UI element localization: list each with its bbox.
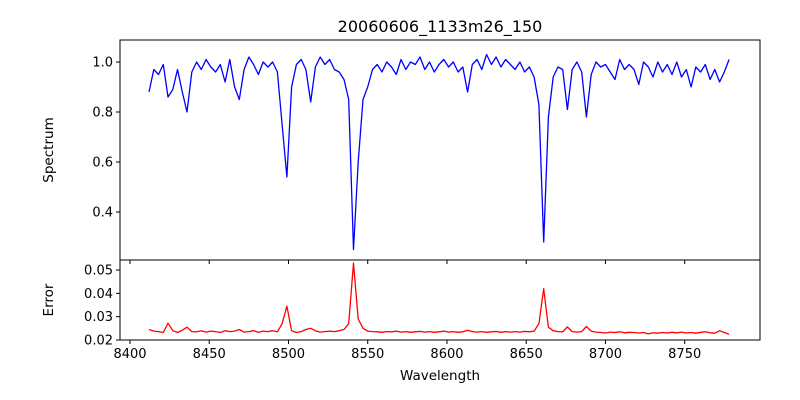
spectrum-y-tick-label: 0.8 [92, 106, 113, 121]
x-axis-label: Wavelength [400, 368, 480, 384]
x-tick-label: 8450 [193, 347, 226, 362]
error-y-tick-label: 0.03 [84, 310, 113, 325]
spectrum-panel: 0.4 0.6 0.8 1.0 [92, 39, 761, 264]
y-axis-label-error: Error [41, 283, 57, 316]
error-panel: 0.02 0.03 0.04 0.05 8400 8450 8500 8550 8600 8650… [84, 259, 761, 362]
error-y-tick-label: 0.02 [84, 334, 113, 349]
x-tick-label: 8650 [510, 347, 543, 362]
error-y-tick-label: 0.05 [84, 264, 113, 279]
spectrum-axes-frame [119, 39, 761, 261]
x-tick-label: 8500 [272, 347, 305, 362]
chart-title: 20060606_1133m26_150 [338, 17, 543, 37]
error-series-line [148, 262, 730, 335]
x-tick-label: 8550 [351, 347, 384, 362]
x-tick-label: 8700 [589, 347, 622, 362]
error-axes-frame [119, 259, 761, 341]
x-tick-label: 8600 [430, 347, 463, 362]
spectrum-series-line [148, 53, 730, 251]
y-axis-label-spectrum: Spectrum [41, 117, 57, 182]
spectrum-y-tick-label: 1.0 [92, 56, 113, 71]
spectrum-y-tick-label: 0.4 [92, 206, 113, 221]
spectrum-y-tick-label: 0.6 [92, 156, 113, 171]
x-tick-label: 8750 [668, 347, 701, 362]
error-y-tick-label: 0.04 [84, 287, 113, 302]
x-tick-label: 8400 [113, 347, 146, 362]
